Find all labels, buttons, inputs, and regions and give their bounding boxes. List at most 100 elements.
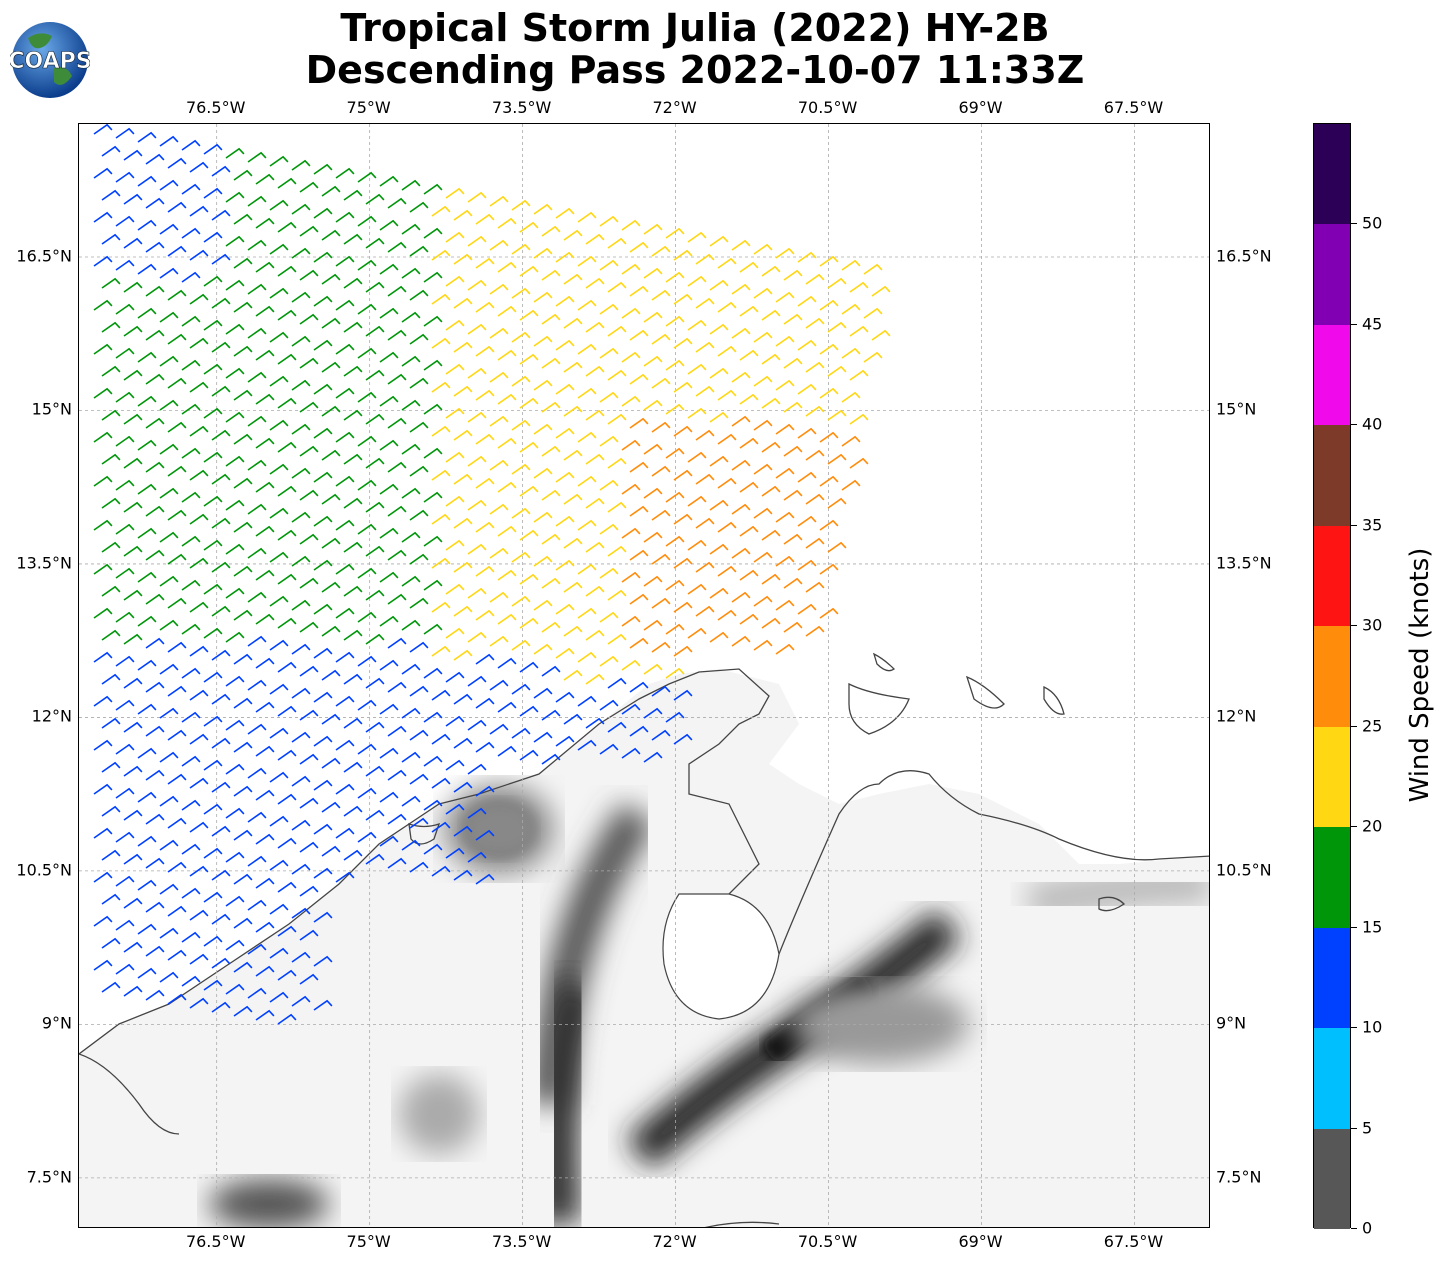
wind-barb [819, 563, 839, 575]
wind-barb [269, 859, 289, 871]
wind-barb [181, 491, 201, 503]
wind-barb [247, 151, 267, 163]
terrain-layer [79, 669, 1209, 1227]
wind-barb [541, 753, 561, 765]
wind-barb [299, 225, 319, 237]
wind-barb [409, 597, 429, 609]
wind-barb [115, 567, 135, 579]
colorbar-segment [1314, 726, 1350, 828]
coastline [79, 652, 1209, 1227]
wind-barb [673, 469, 693, 481]
wind-barb [247, 415, 267, 427]
wind-barb [387, 813, 407, 825]
wind-barb [555, 691, 575, 703]
wind-barb [365, 325, 385, 337]
wind-barb [379, 219, 399, 231]
wind-barb [299, 577, 319, 589]
wind-barb [357, 567, 377, 579]
wind-barb [555, 207, 575, 219]
wind-barb [453, 781, 473, 793]
wind-barb [753, 331, 773, 343]
lon-tick-label-bottom: 72°W [652, 1232, 697, 1251]
wind-barb [101, 497, 121, 509]
wind-barb [431, 645, 451, 657]
wind-barb [607, 633, 627, 645]
wind-barb [357, 655, 377, 667]
wind-barb [775, 291, 795, 303]
wind-barb [753, 419, 773, 431]
wind-barb [401, 399, 421, 411]
wind-barb [321, 229, 341, 241]
wind-barb [313, 647, 333, 659]
wind-barb [115, 699, 135, 711]
wind-barb [665, 403, 685, 415]
wind-barb [431, 557, 451, 569]
wind-barb [497, 701, 517, 713]
wind-barb [863, 307, 883, 319]
wind-barb [467, 191, 487, 203]
wind-barb [761, 353, 781, 365]
wind-barb [497, 569, 517, 581]
wind-barb [555, 251, 575, 263]
wind-barb [577, 651, 597, 663]
wind-barb [797, 427, 817, 439]
wind-barb [291, 687, 311, 699]
wind-barb [247, 987, 267, 999]
wind-barb [797, 471, 817, 483]
wind-barb [519, 353, 539, 365]
wind-barb [761, 617, 781, 629]
wind-barb [167, 993, 187, 1005]
wind-barb [629, 329, 649, 341]
wind-barb [511, 199, 531, 211]
wind-barb [717, 609, 737, 621]
wind-barb [827, 321, 847, 333]
colorbar-segment [1314, 927, 1350, 1029]
wind-barb [357, 347, 377, 359]
wind-barb [775, 379, 795, 391]
lon-tick-label-top: 73.5°W [491, 98, 552, 117]
wind-barb [629, 461, 649, 473]
wind-barb [467, 719, 487, 731]
wind-barb [687, 451, 707, 463]
wind-barb [467, 279, 487, 291]
wind-barb [357, 831, 377, 843]
wind-barb [335, 739, 355, 751]
wind-barb [159, 971, 179, 983]
wind-barb [511, 727, 531, 739]
wind-barb [445, 319, 465, 331]
wind-barb [357, 699, 377, 711]
wind-barb [665, 227, 685, 239]
colorbar-tick-label: 35 [1362, 515, 1383, 535]
wind-barb [115, 391, 135, 403]
wind-barb [137, 571, 157, 583]
wind-barb [123, 853, 143, 865]
wind-barb [541, 709, 561, 721]
wind-barb [387, 461, 407, 473]
wind-barb [849, 413, 869, 425]
wind-barb [533, 731, 553, 743]
wind-barb [225, 455, 245, 467]
wind-barb [145, 945, 165, 957]
wind-barb [819, 343, 839, 355]
wind-barb [93, 255, 113, 267]
wind-barb [401, 619, 421, 631]
wind-barb [687, 407, 707, 419]
lon-tick-label-top: 76.5°W [185, 98, 246, 117]
wind-barb [343, 409, 363, 421]
wind-barb [189, 337, 209, 349]
wind-barb [511, 287, 531, 299]
wind-barb [761, 309, 781, 321]
wind-barb [225, 631, 245, 643]
wind-barb [299, 709, 319, 721]
wind-barb [533, 511, 553, 523]
wind-barb [577, 607, 597, 619]
wind-barb [489, 283, 509, 295]
wind-barb [159, 751, 179, 763]
wind-barb [673, 733, 693, 745]
wind-barb [365, 677, 385, 689]
wind-barb [695, 385, 715, 397]
wind-barb [365, 589, 385, 601]
wind-barb [467, 807, 487, 819]
wind-barb [145, 505, 165, 517]
wind-barb [555, 559, 575, 571]
